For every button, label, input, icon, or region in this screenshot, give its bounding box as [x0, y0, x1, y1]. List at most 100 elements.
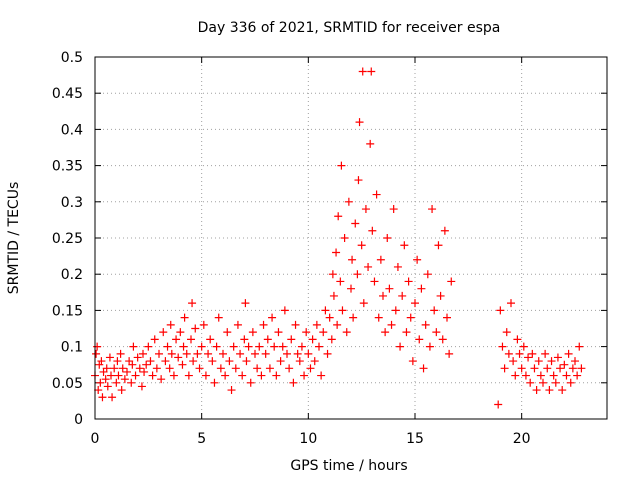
data-point — [191, 324, 200, 333]
data-point — [116, 349, 125, 358]
data-point — [291, 320, 300, 329]
data-point — [321, 306, 330, 315]
data-point — [219, 349, 227, 358]
data-point — [526, 378, 535, 387]
x-tick-label: 10 — [299, 431, 317, 447]
data-point — [498, 342, 507, 351]
data-point — [238, 371, 247, 380]
data-point — [248, 328, 257, 337]
data-point — [391, 306, 400, 315]
data-point — [323, 349, 332, 358]
y-tick-label: 0.15 — [52, 303, 83, 319]
data-point — [199, 320, 208, 329]
data-point — [553, 353, 562, 362]
data-point — [184, 371, 193, 380]
data-point — [274, 328, 283, 337]
x-axis-label: GPS time / hours — [290, 458, 407, 474]
data-point — [539, 378, 547, 387]
data-point — [398, 291, 407, 300]
x-tick-label: 5 — [197, 431, 206, 447]
data-point — [354, 176, 363, 185]
data-point — [110, 364, 119, 373]
data-point — [150, 335, 159, 344]
data-point — [372, 190, 381, 199]
data-point — [329, 291, 338, 300]
data-point — [353, 270, 362, 279]
data-point — [270, 342, 279, 351]
chart-title: Day 336 of 2021, SRMTID for receiver esp… — [198, 20, 501, 36]
data-point — [112, 378, 121, 387]
data-point — [287, 335, 296, 344]
data-point — [263, 335, 272, 344]
data-point — [227, 386, 236, 395]
data-point — [251, 349, 259, 358]
data-point — [176, 328, 185, 337]
data-point — [103, 382, 112, 391]
data-point — [92, 349, 101, 358]
data-point — [204, 349, 213, 358]
data-point — [96, 378, 105, 387]
data-point — [117, 386, 126, 395]
data-point — [276, 357, 285, 366]
data-point — [432, 328, 441, 337]
data-point — [293, 349, 302, 358]
data-point — [425, 342, 434, 351]
data-point — [404, 277, 413, 286]
data-point — [133, 353, 142, 362]
x-tick-label: 0 — [91, 431, 100, 447]
data-point — [417, 284, 426, 293]
y-tick-label: 0 — [74, 412, 83, 428]
data-point — [385, 284, 394, 293]
data-point — [280, 306, 289, 315]
data-point — [197, 342, 206, 351]
data-point — [268, 313, 277, 322]
data-point — [575, 342, 584, 351]
data-point — [255, 342, 264, 351]
data-point — [195, 364, 204, 373]
data-point — [556, 364, 565, 373]
data-point — [265, 364, 274, 373]
data-point — [400, 241, 409, 250]
data-point — [163, 342, 172, 351]
data-point — [155, 349, 163, 358]
data-point — [359, 299, 368, 308]
data-point — [315, 342, 323, 351]
data-point — [507, 299, 515, 308]
data-point — [361, 205, 370, 214]
data-point — [543, 364, 552, 373]
data-point — [348, 255, 357, 264]
data-point — [113, 357, 122, 366]
data-point — [300, 371, 309, 380]
data-point — [334, 212, 343, 221]
data-point — [259, 320, 268, 329]
data-point — [577, 364, 586, 373]
data-point — [179, 342, 188, 351]
data-point — [357, 241, 366, 250]
data-point — [447, 277, 456, 286]
data-point — [332, 248, 341, 257]
data-point — [504, 349, 513, 358]
y-tick-label: 0.45 — [52, 86, 83, 102]
data-point — [221, 371, 230, 380]
data-point — [393, 262, 402, 271]
data-point — [178, 360, 187, 369]
data-point — [93, 342, 102, 351]
data-point — [528, 349, 537, 358]
data-point — [428, 205, 437, 214]
y-tick-label: 0.1 — [61, 340, 83, 356]
data-point — [95, 360, 104, 369]
data-point — [374, 313, 383, 322]
data-point — [187, 335, 195, 344]
data-point — [225, 357, 234, 366]
data-point — [430, 306, 439, 315]
data-point — [208, 357, 217, 366]
data-point — [189, 357, 198, 366]
grid-lines — [95, 57, 607, 419]
data-point — [102, 364, 111, 373]
data-point — [206, 335, 215, 344]
data-point — [440, 226, 449, 235]
data-point — [146, 357, 155, 366]
data-point — [319, 328, 328, 337]
data-point — [223, 328, 232, 337]
data-point — [212, 342, 221, 351]
